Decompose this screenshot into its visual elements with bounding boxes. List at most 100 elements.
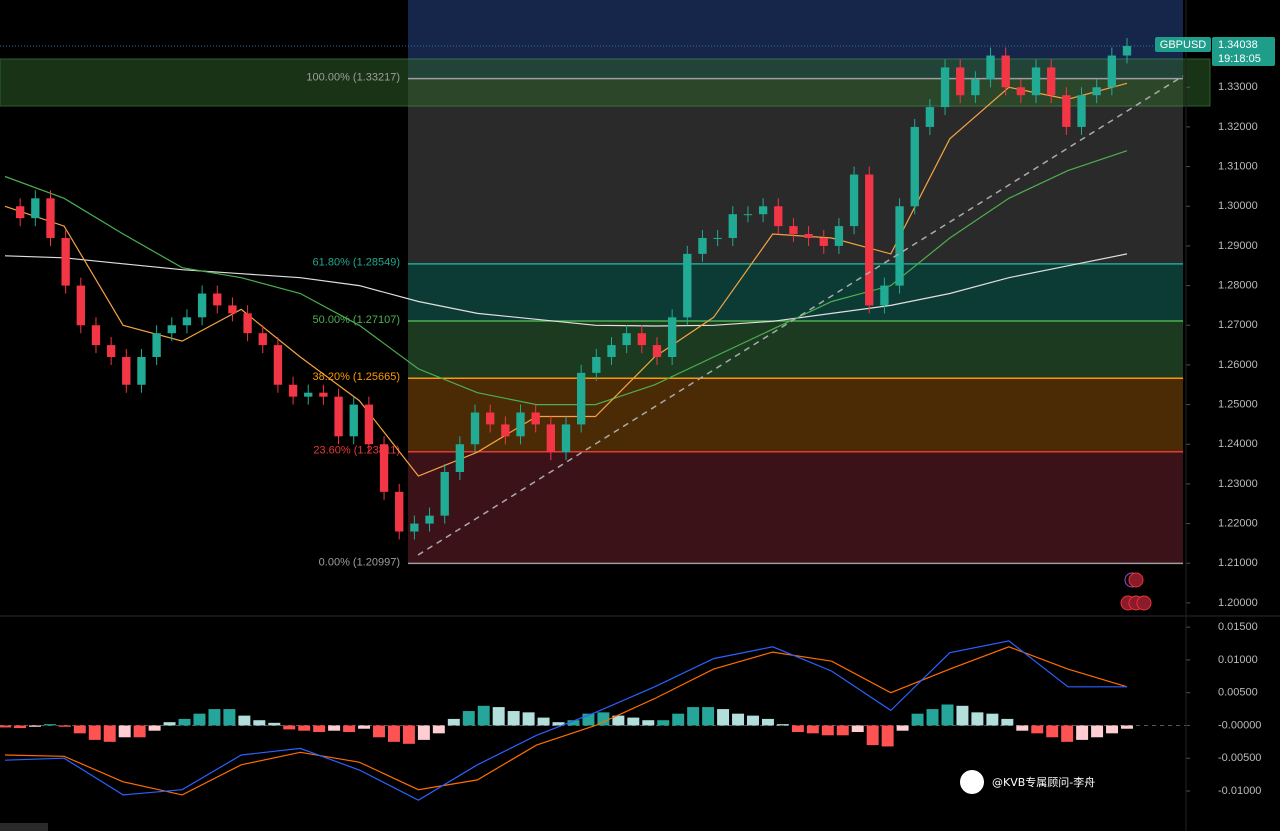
histogram-bar xyxy=(567,720,580,726)
histogram-bar xyxy=(343,725,356,733)
histogram-bar xyxy=(73,725,86,734)
candle xyxy=(880,285,889,306)
candle xyxy=(1047,67,1056,96)
candle xyxy=(213,293,222,306)
histogram-bar xyxy=(223,709,236,726)
y-tick-label: 0.01000 xyxy=(1218,654,1258,666)
y-tick-label: -0.00500 xyxy=(1218,752,1261,764)
candle xyxy=(182,317,192,326)
candle xyxy=(379,444,389,492)
layers: 100.00% (1.33217) 61.80% (1.28549) 50.00% … xyxy=(0,0,1261,801)
histogram-bar xyxy=(417,725,430,740)
candle xyxy=(986,55,995,80)
watermark: @KVB专属顾问-李舟 xyxy=(992,775,1095,789)
moving-average xyxy=(4,150,1128,406)
y-tick-label: 1.32000 xyxy=(1218,121,1258,133)
candle xyxy=(819,237,828,246)
candle xyxy=(334,396,343,437)
fib-label: 38.20% (1.25665) xyxy=(313,371,400,383)
watermark-logo xyxy=(960,770,984,794)
histogram-bar xyxy=(1121,725,1133,729)
trend-line xyxy=(417,75,1184,556)
event-icon xyxy=(1128,572,1144,588)
candle xyxy=(1122,46,1132,56)
moving-average xyxy=(4,253,1128,327)
candle xyxy=(804,234,813,238)
candle xyxy=(683,253,692,318)
histogram-bar xyxy=(612,715,625,726)
histogram-bar xyxy=(717,709,730,726)
macd-line xyxy=(4,640,1127,801)
histogram-bar xyxy=(133,725,146,738)
histogram-bar xyxy=(956,705,969,726)
candle xyxy=(61,237,70,286)
last-price: 1.34038 xyxy=(1218,39,1258,51)
y-tick-label: 0.00500 xyxy=(1218,687,1258,699)
histogram-bar xyxy=(432,725,445,734)
histogram-bar xyxy=(851,725,864,733)
candle xyxy=(849,174,859,227)
candle xyxy=(258,333,267,346)
y-tick-label: 1.23000 xyxy=(1218,478,1258,490)
candle xyxy=(667,317,677,357)
candle xyxy=(1062,95,1071,127)
histogram-bar xyxy=(283,725,296,730)
histogram-bar xyxy=(462,711,475,726)
candle xyxy=(925,107,935,127)
symbol: GBPUSD xyxy=(1160,39,1207,51)
histogram-bar xyxy=(148,725,161,731)
y-tick-label: 1.28000 xyxy=(1218,279,1258,291)
histogram-bar xyxy=(821,725,834,736)
candle xyxy=(728,214,737,238)
candle xyxy=(15,206,25,219)
macd-line xyxy=(4,646,1128,796)
fib-zone xyxy=(408,321,1183,379)
candle xyxy=(652,345,662,357)
symbol-badge xyxy=(1155,37,1211,52)
candle xyxy=(592,356,601,373)
histogram-bar xyxy=(881,725,894,747)
histogram-bar xyxy=(103,725,116,742)
histogram-bar xyxy=(1016,725,1029,731)
y-tick-label: 1.26000 xyxy=(1218,359,1258,371)
fib-zone xyxy=(408,263,1183,322)
fib-label: 23.60% (1.23811) xyxy=(313,445,400,457)
histogram-bar xyxy=(402,725,415,744)
histogram-bar xyxy=(896,725,909,731)
supply-zone xyxy=(0,58,1211,107)
y-tick-label: 0.01500 xyxy=(1218,621,1258,633)
candle xyxy=(1092,87,1101,96)
histogram-bar xyxy=(911,713,924,726)
histogram-bar xyxy=(43,724,56,726)
histogram-bar xyxy=(313,725,326,733)
candle xyxy=(561,424,571,453)
candle xyxy=(486,412,495,425)
histogram-bar xyxy=(597,712,610,726)
candle xyxy=(1031,67,1041,96)
candle xyxy=(364,404,374,445)
candle xyxy=(743,214,753,216)
histogram-bar xyxy=(208,709,221,726)
event-icon xyxy=(1136,595,1152,611)
candle xyxy=(865,174,874,306)
histogram-bar xyxy=(1031,725,1044,734)
candle xyxy=(1016,87,1026,96)
histogram-bar xyxy=(657,720,670,726)
y-tick-label: 1.33000 xyxy=(1218,81,1258,93)
histogram-bar xyxy=(866,725,879,746)
y-tick-label: 1.29000 xyxy=(1218,240,1258,252)
candle xyxy=(895,206,904,286)
candle xyxy=(106,345,116,357)
histogram-bar xyxy=(642,720,655,726)
candle xyxy=(607,345,616,357)
candle xyxy=(319,392,328,397)
candle xyxy=(531,412,540,425)
histogram-bar xyxy=(178,718,191,726)
candle xyxy=(576,372,586,425)
fib-label: 0.00% (1.20997) xyxy=(319,556,400,568)
histogram-bar xyxy=(268,722,281,726)
candle xyxy=(304,392,313,397)
candle xyxy=(425,515,434,524)
fib-zone xyxy=(408,451,1183,564)
histogram-bar xyxy=(732,713,745,726)
